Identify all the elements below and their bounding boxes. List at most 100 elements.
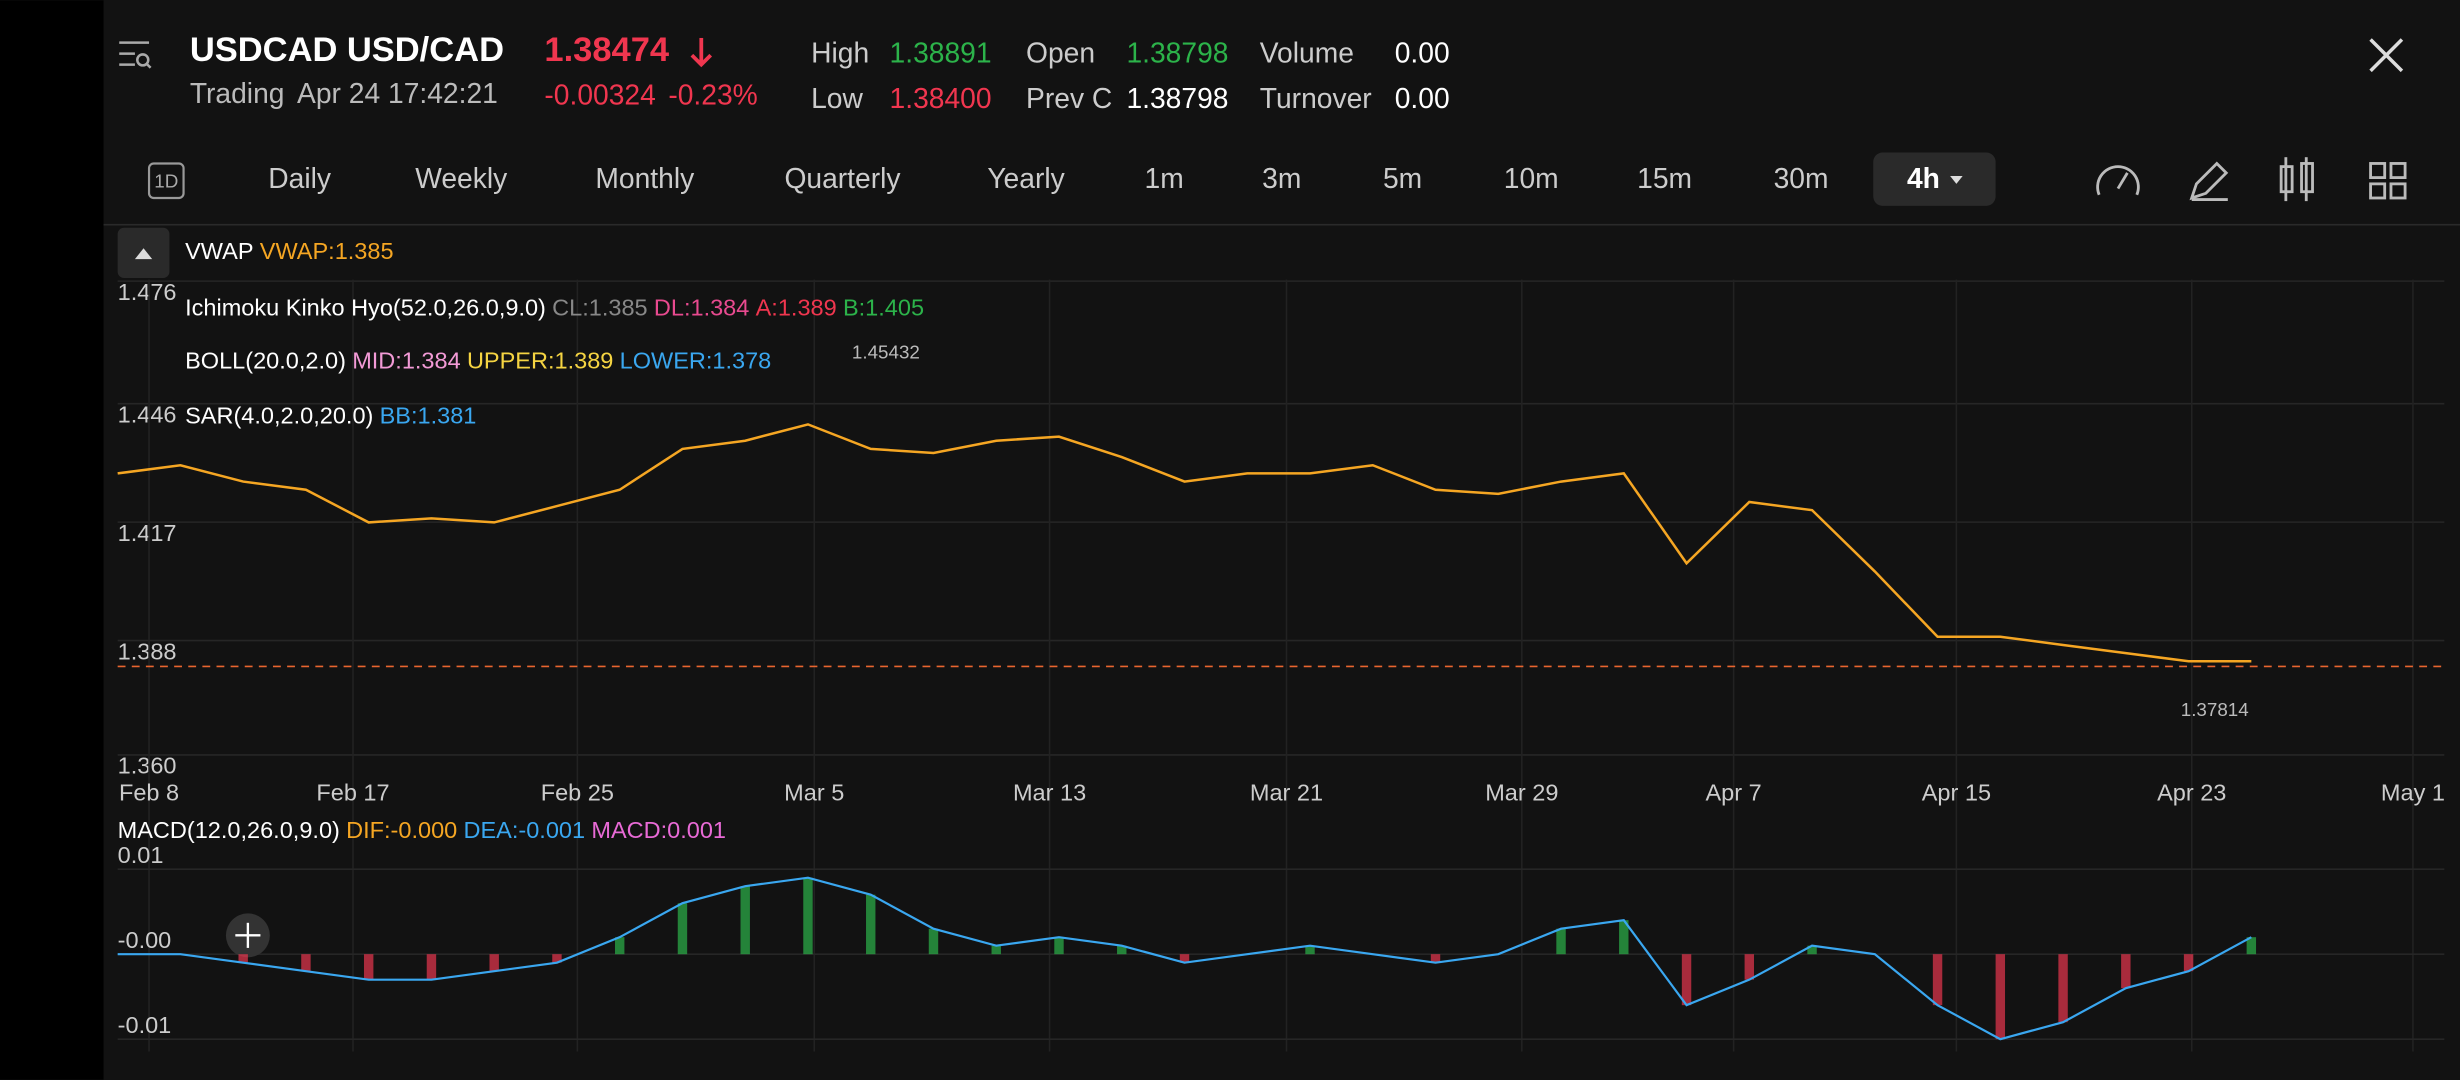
menu-icon[interactable] [119, 41, 152, 69]
macd-bar [1054, 937, 1064, 955]
y-tick-label: 1.476 [118, 279, 177, 305]
stat-label: Low [811, 82, 863, 114]
macd-bar [2121, 954, 2131, 989]
x-tick-label: Apr 23 [2157, 779, 2226, 805]
toolbar-icons[interactable] [2096, 157, 2407, 202]
macd-bar [1807, 945, 1817, 955]
y-tick-label: 1.417 [118, 520, 177, 546]
x-tick-label: Feb 25 [541, 779, 614, 805]
change: -0.00324 -0.23% [544, 79, 757, 111]
timeframe-tab[interactable]: 3m [1262, 162, 1301, 194]
macd-bar [1932, 954, 1943, 1006]
macd-line [117, 876, 2252, 1041]
y-tick-label: 1.360 [118, 753, 177, 779]
timeframe-tab[interactable]: 1m [1145, 162, 1184, 194]
macd-bar [363, 954, 374, 980]
timeframe-tab[interactable]: Daily [268, 162, 332, 194]
macd-macd: MACD:0.001 [591, 817, 726, 843]
boll-upper: UPPER:1.389 [467, 348, 613, 374]
macd-dif: DIF:-0.000 [346, 817, 457, 843]
macd-bar [301, 954, 311, 972]
macd-legend: MACD(12.0,26.0,9.0) DIF:-0.000 DEA:-0.001 M… [118, 817, 726, 843]
timeframe-tab[interactable]: 10m [1504, 162, 1559, 194]
timeframe-tab[interactable]: 30m [1774, 162, 1829, 194]
stat-label: Turnover [1260, 82, 1372, 114]
x-tick-label: Apr 15 [1922, 779, 1991, 805]
timeframe-tab[interactable]: 4h [1907, 162, 1940, 194]
side-strip [0, 0, 104, 1080]
macd-bar [1995, 954, 2006, 1040]
x-tick-label: May 1 [2381, 779, 2445, 805]
macd-bar [740, 886, 750, 955]
macd-bar [1619, 920, 1629, 955]
status-text: Trading [190, 77, 285, 109]
y-tick-label: 1.446 [118, 401, 177, 427]
y-tick-label: 1.388 [118, 638, 177, 664]
macd-bar [803, 877, 813, 955]
timeframe-tab[interactable]: Monthly [595, 162, 695, 194]
selected-pill [1873, 152, 1996, 206]
macd-bar [1117, 945, 1127, 955]
change-pct: -0.23% [668, 79, 757, 111]
macd-bar [489, 954, 499, 972]
crosshair-button[interactable] [225, 913, 270, 958]
x-tick-label: Mar 5 [784, 779, 844, 805]
stat-value: 1.38400 [890, 82, 992, 114]
timeframe-tab[interactable]: Yearly [987, 162, 1065, 194]
stat-value: 0.00 [1395, 82, 1450, 114]
symbol-code: USDCAD [190, 31, 338, 69]
x-tick-label: Mar 29 [1485, 779, 1558, 805]
close-button[interactable] [2369, 38, 2404, 73]
vwap-legend: VWAP VWAP:1.385 [185, 238, 393, 264]
stat-value: 1.38798 [1126, 37, 1228, 69]
low-annotation: 1.37814 [2181, 699, 2249, 720]
ichimoku-name: Ichimoku Kinko Hyo(52.0,26.0,9.0) [185, 295, 546, 321]
timeframe-tab[interactable]: 5m [1383, 162, 1422, 194]
stat-label: High [811, 37, 869, 69]
change-abs: -0.00324 [544, 79, 655, 111]
price-line [117, 423, 2252, 663]
macd-bar [2246, 937, 2257, 955]
timeframe-tab[interactable]: Weekly [415, 162, 508, 194]
macd-bar [1556, 928, 1566, 955]
macd-name: MACD(12.0,26.0,9.0) [118, 817, 340, 843]
macd-bar [677, 903, 688, 955]
macd-bar [552, 954, 562, 963]
stat-value: 1.38798 [1126, 82, 1228, 114]
x-tick-label: Mar 13 [1013, 779, 1086, 805]
macd-bar [615, 937, 625, 955]
symbol: USDCAD USD/CAD [190, 31, 504, 69]
sar-bb: BB:1.381 [380, 403, 477, 429]
ichimoku-a: A:1.389 [756, 295, 837, 321]
high-annotation: 1.45432 [852, 341, 920, 362]
sar-legend: SAR(4.0,2.0,20.0) BB:1.381 [185, 403, 476, 429]
boll-lower: LOWER:1.378 [620, 348, 772, 374]
macd-bar [1179, 954, 1190, 963]
macd-bar [1744, 954, 1755, 980]
dropdown-arrow [1950, 176, 1963, 184]
macd-dea: DEA:-0.001 [464, 817, 586, 843]
timeframe-icon-box[interactable] [147, 162, 185, 200]
boll-legend: BOLL(20.0,2.0) MID:1.384 UPPER:1.389 LOWER:… [185, 348, 771, 374]
ichimoku-legend: Ichimoku Kinko Hyo(52.0,26.0,9.0) CL:1.38… [185, 295, 924, 321]
timeframe-icon: 1D [154, 170, 178, 191]
timeframe-tab[interactable]: 15m [1637, 162, 1692, 194]
status: Trading Apr 24 17:42:21 [190, 77, 498, 109]
stat-value: 1.38891 [890, 37, 992, 69]
x-tick-label: Feb 8 [119, 779, 179, 805]
macd-bar [866, 894, 876, 955]
price: 1.38474 [544, 31, 669, 69]
boll-name: BOLL(20.0,2.0) [185, 348, 346, 374]
macd-bar [991, 945, 1001, 955]
down-arrow [690, 37, 713, 68]
collapse-arrow [134, 248, 153, 260]
macd-bar [238, 954, 248, 963]
macd-y-tick-label: -0.01 [118, 1012, 172, 1038]
timeframe-tab[interactable]: Quarterly [784, 162, 901, 194]
vwap-name: VWAP [185, 238, 253, 264]
macd-y-tick-label: -0.00 [118, 927, 172, 953]
macd-bar [928, 928, 939, 955]
stat-label: Prev C [1026, 82, 1112, 114]
stat-label: Open [1026, 37, 1095, 69]
